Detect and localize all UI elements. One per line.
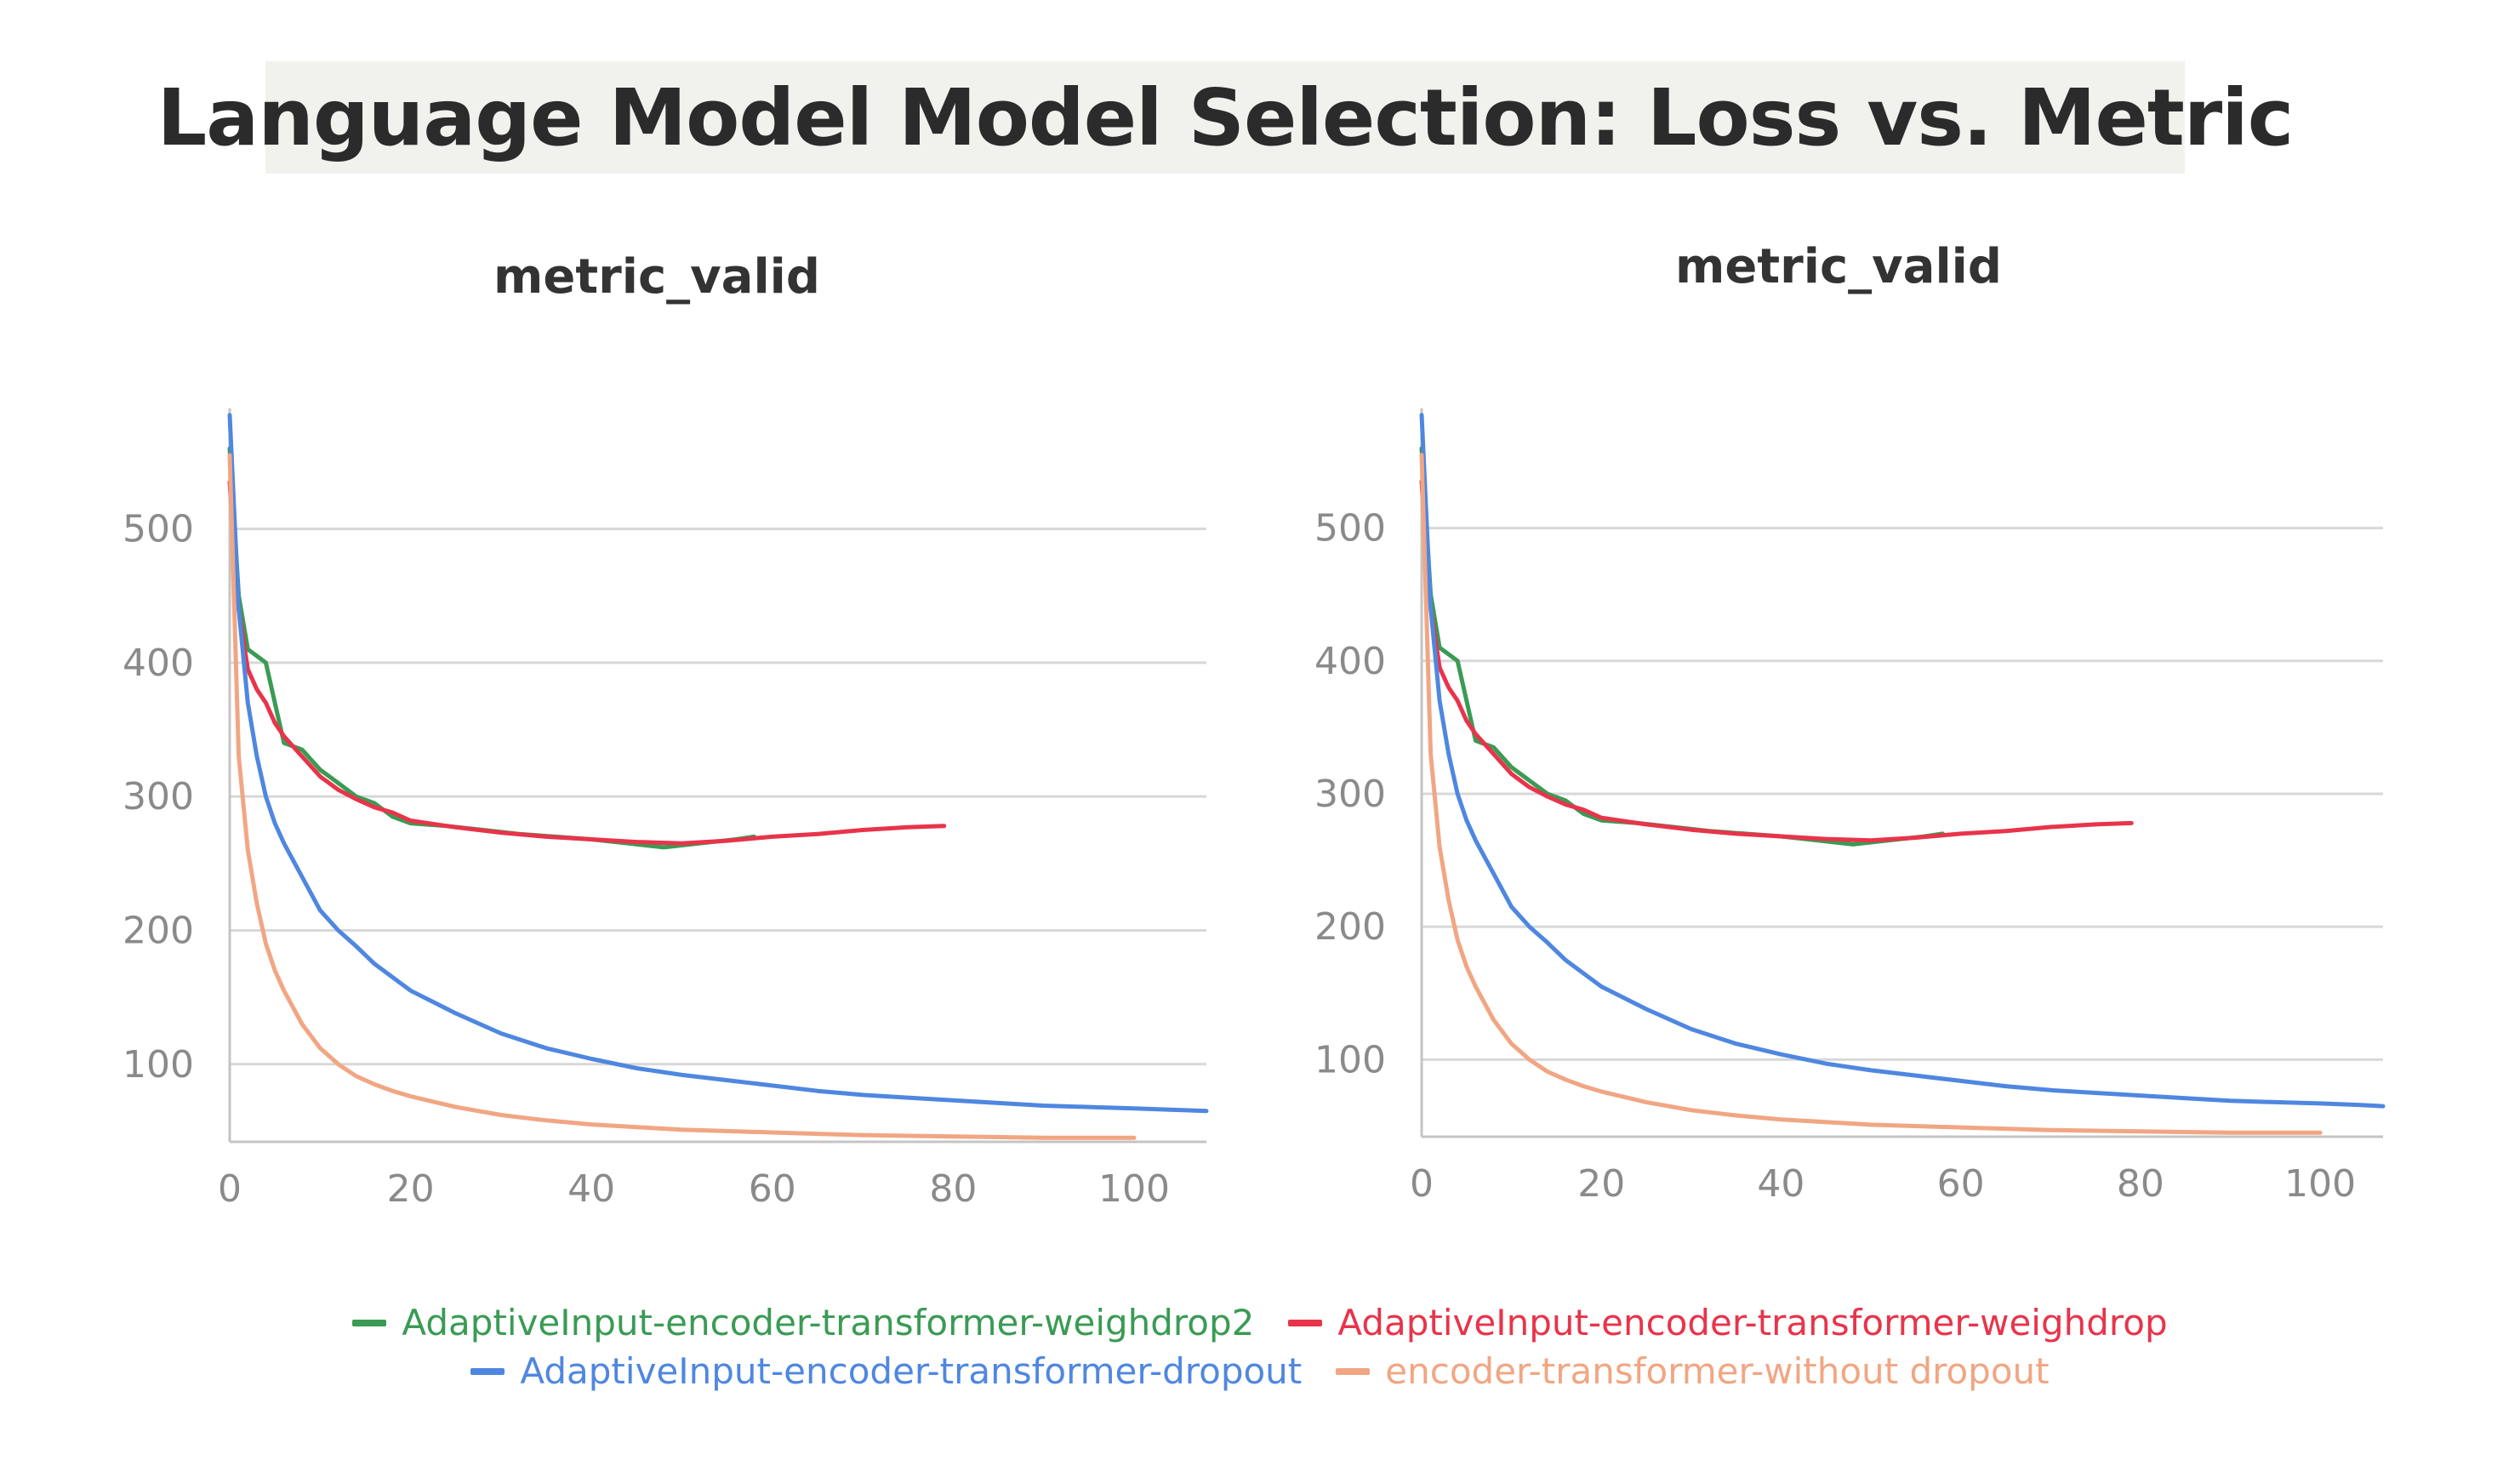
series-line-1 [1419, 479, 2134, 843]
chart-left: metric_valid 100 200 300 400 500 0 20 40 60 80 100 [123, 249, 1209, 1211]
x-tick-label: 80 [2117, 1162, 2164, 1206]
x-tick-label: 40 [567, 1167, 615, 1211]
series-line-2 [227, 413, 1209, 1114]
y-tick-label: 300 [123, 775, 194, 819]
legend-item-without-dropout[interactable]: encoder-transformer-without dropout [1336, 1350, 2050, 1392]
y-tick-label: 500 [1314, 507, 1386, 550]
legend-swatch [1288, 1319, 1323, 1326]
legend-label: AdaptiveInput-encoder-transformer-weighd… [1337, 1302, 2168, 1343]
y-tick-label: 400 [123, 642, 194, 685]
x-tick-label: 100 [2284, 1162, 2356, 1206]
y-tick-label: 100 [123, 1043, 194, 1087]
x-tick-label: 0 [218, 1167, 242, 1211]
legend-item-weighdrop2[interactable]: AdaptiveInput-encoder-transformer-weighd… [352, 1302, 1254, 1343]
page-title: Language Model Model Selection: Loss vs.… [157, 71, 2295, 163]
x-tick-label: 20 [1577, 1162, 1625, 1206]
y-tick-label: 100 [1314, 1038, 1386, 1081]
legend-swatch [470, 1367, 505, 1375]
y-tick-label: 500 [123, 508, 194, 551]
x-tick-label: 20 [387, 1167, 435, 1211]
legend-row-1: AdaptiveInput-encoder-transformer-weighd… [0, 1302, 2520, 1343]
x-tick-label: 0 [1410, 1162, 1434, 1206]
x-tick-label: 100 [1098, 1167, 1170, 1211]
x-tick-label: 60 [749, 1167, 796, 1211]
chart-title: metric_valid [1675, 239, 2002, 294]
x-tick-label: 60 [1937, 1162, 1985, 1206]
legend-row-2: AdaptiveInput-encoder-transformer-dropou… [0, 1350, 2520, 1392]
series-line-3 [1419, 453, 2323, 1135]
series-line-0 [227, 446, 756, 850]
legend-swatch [1336, 1367, 1371, 1375]
legend-label: AdaptiveInput-encoder-transformer-weighd… [402, 1302, 1255, 1343]
legend-label: AdaptiveInput-encoder-transformer-dropou… [520, 1350, 1303, 1392]
x-tick-label: 40 [1757, 1162, 1804, 1206]
x-tick-label: 80 [929, 1167, 977, 1211]
series-line-0 [1419, 446, 1945, 847]
y-tick-label: 200 [123, 909, 194, 952]
legend: AdaptiveInput-encoder-transformer-weighd… [0, 1302, 2520, 1399]
chart-title: metric_valid [493, 249, 820, 305]
legend-swatch [352, 1319, 387, 1326]
legend-item-weighdrop[interactable]: AdaptiveInput-encoder-transformer-weighd… [1288, 1302, 2168, 1343]
page-title-banner: Language Model Model Selection: Loss vs.… [157, 61, 2294, 174]
series-line-1 [227, 480, 947, 846]
y-tick-label: 400 [1314, 640, 1386, 683]
legend-item-dropout[interactable]: AdaptiveInput-encoder-transformer-dropou… [470, 1350, 1302, 1392]
legend-label: encoder-transformer-without dropout [1385, 1350, 2050, 1392]
series-line-2 [1419, 413, 2386, 1109]
series-line-3 [227, 453, 1137, 1140]
y-tick-label: 300 [1314, 773, 1386, 816]
y-tick-label: 200 [1314, 905, 1386, 949]
chart-right: metric_valid 100 200 300 400 500 0 20 40 60 80 100 [1314, 239, 2386, 1206]
